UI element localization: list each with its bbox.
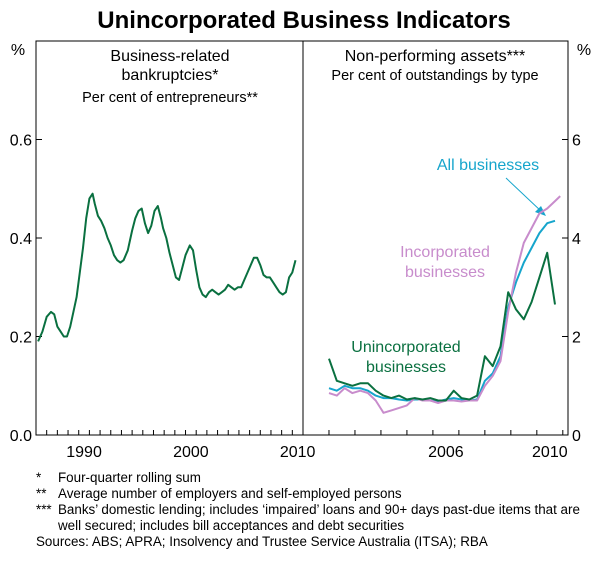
x-tick-label: 2010 [280, 444, 316, 461]
footnote-text: Four-quarter rolling sum [58, 470, 201, 485]
x-tick-label: 2000 [173, 444, 209, 461]
series [37, 192, 561, 414]
chart: Unincorporated Business Indicators % % B… [10, 7, 591, 462]
y-tick-label: 2 [572, 330, 581, 347]
y-tick-label: 0.4 [10, 231, 32, 248]
footnote-2: ** Average number of employers and self-… [36, 486, 596, 502]
series-line-incorporated-businesses [328, 195, 561, 414]
right-panel-subtitle: Per cent of outstandings by type [331, 68, 538, 84]
chart-title: Unincorporated Business Indicators [97, 7, 510, 34]
label-incorporated-line1: Incorporated [400, 244, 490, 261]
all-businesses-arrowhead [535, 206, 546, 216]
sources-line: Sources: ABS; APRA; Insolvency and Trust… [36, 534, 488, 549]
footnote-1: * Four-quarter rolling sum [36, 470, 596, 486]
footnote-text: Banks’ domestic lending; includes ‘impai… [58, 502, 580, 533]
label-all-businesses: All businesses [437, 157, 539, 174]
right-panel-title: Non-performing assets*** [345, 48, 526, 65]
footnote-mark: ** [36, 486, 47, 501]
footnote-mark: * [36, 470, 42, 485]
label-unincorporated-line1: Unincorporated [351, 339, 460, 356]
right-y-unit: % [577, 42, 591, 59]
left-panel-subtitle: Per cent of entrepreneurs** [82, 90, 258, 106]
left-panel-title: Business-related [110, 48, 229, 65]
label-incorporated-line2: businesses [405, 264, 485, 281]
y-tick-label: 0.2 [10, 330, 32, 347]
x-tick-label: 2006 [428, 444, 464, 461]
series-line-bankruptcies [37, 192, 297, 342]
footnote-text: Average number of employers and self-emp… [58, 486, 402, 501]
series-line-unincorporated-businesses [328, 251, 556, 402]
y-tick-label: 6 [572, 133, 581, 150]
y-tick-label: 0.0 [10, 428, 32, 445]
x-tick-label: 1990 [66, 444, 102, 461]
left-y-unit: % [11, 42, 25, 59]
all-businesses-pointer [505, 177, 543, 213]
footnote-mark: *** [36, 502, 52, 517]
y-tick-label: 4 [572, 231, 581, 248]
y-tick-label: 0.6 [10, 133, 32, 150]
left-panel-title-line2: bankruptcies* [122, 67, 219, 84]
label-unincorporated-line2: businesses [366, 359, 446, 376]
footnotes: * Four-quarter rolling sum ** Average nu… [36, 470, 596, 550]
x-tick-label: 2010 [532, 444, 568, 461]
y-tick-label: 0 [572, 428, 581, 445]
footnote-3: *** Banks’ domestic lending; includes ‘i… [36, 502, 596, 534]
